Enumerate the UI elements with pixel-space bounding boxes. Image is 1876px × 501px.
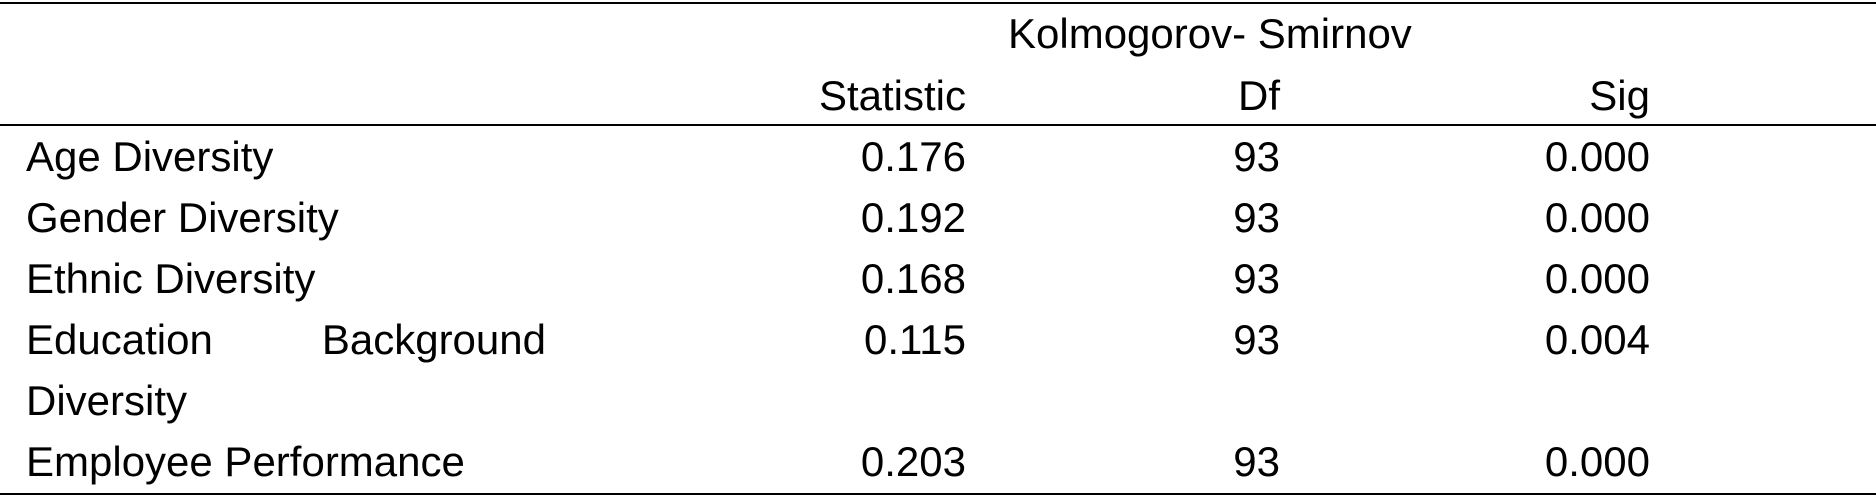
row-label: Gender Diversity (26, 194, 339, 241)
statistic-cell: 0.192 (860, 194, 966, 241)
group-header: Kolmogorov- Smirnov (1008, 10, 1412, 57)
sig-cell: 0.000 (1544, 438, 1650, 485)
row-label: Age Diversity (26, 133, 274, 180)
df-cell: 93 (1233, 194, 1280, 241)
column-header-statistic: Statistic (818, 72, 966, 119)
row-label: Ethnic Diversity (26, 255, 316, 302)
df-cell: 93 (1233, 255, 1280, 302)
row-label-line1: Education Background (26, 314, 546, 366)
df-cell: 93 (1233, 316, 1280, 363)
sig-cell: 0.000 (1544, 194, 1650, 241)
df-cell: 93 (1233, 438, 1280, 485)
row-label: Employee Performance (26, 438, 465, 485)
statistic-cell: 0.168 (860, 255, 966, 302)
header-bottom-rule (0, 124, 1876, 126)
table-bottom-rule (0, 493, 1876, 495)
column-header-df: Df (1238, 72, 1280, 119)
sig-cell: 0.000 (1544, 133, 1650, 180)
df-cell: 93 (1233, 133, 1280, 180)
row-label-word: Education (26, 316, 213, 363)
row-label-word: Background (321, 316, 546, 363)
table-top-rule (0, 2, 1876, 4)
row-label-line2: Diversity (26, 377, 188, 424)
sig-cell: 0.004 (1544, 316, 1650, 363)
column-header-sig: Sig (1589, 72, 1650, 119)
statistic-cell: 0.115 (864, 316, 966, 363)
statistic-cell: 0.176 (860, 133, 966, 180)
statistic-cell: 0.203 (860, 438, 966, 485)
sig-cell: 0.000 (1544, 255, 1650, 302)
